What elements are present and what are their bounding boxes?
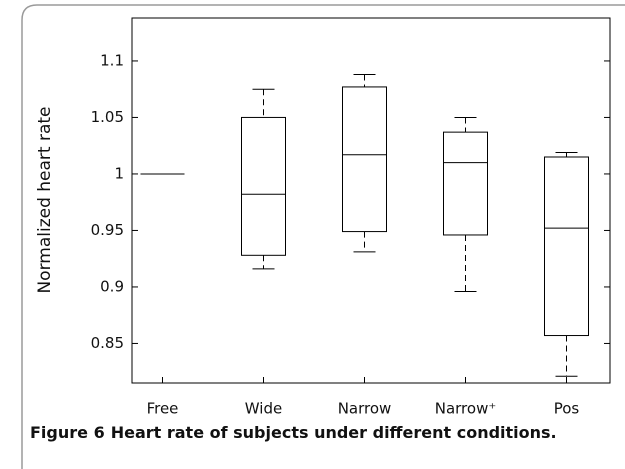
x-tick-label: Narrow⁺: [435, 400, 497, 418]
box: [544, 156, 589, 337]
y-tick-label: 0.95: [91, 221, 124, 239]
y-tick-label: 0.9: [100, 277, 124, 295]
plot-frame: [131, 17, 611, 384]
caption-label: Figure 6: [30, 423, 105, 442]
box: [443, 131, 488, 236]
y-tick-label: 1.1: [100, 51, 124, 69]
y-axis-label: Normalized heart rate: [35, 106, 55, 293]
figure-frame: [21, 4, 625, 469]
box: [241, 116, 286, 256]
caption-text: Heart rate of subjects under different c…: [111, 423, 557, 442]
y-tick-label: 0.85: [91, 334, 124, 352]
y-tick-label: 1: [114, 164, 124, 182]
y-tick-label: 1.05: [91, 108, 124, 126]
x-tick-label: Narrow: [338, 400, 392, 418]
x-tick-label: Free: [147, 400, 179, 418]
box: [342, 86, 387, 233]
x-tick-label: Pos: [554, 400, 580, 418]
caption: Figure 6 Heart rate of subjects under dif…: [30, 423, 557, 442]
x-tick-label: Wide: [245, 400, 282, 418]
